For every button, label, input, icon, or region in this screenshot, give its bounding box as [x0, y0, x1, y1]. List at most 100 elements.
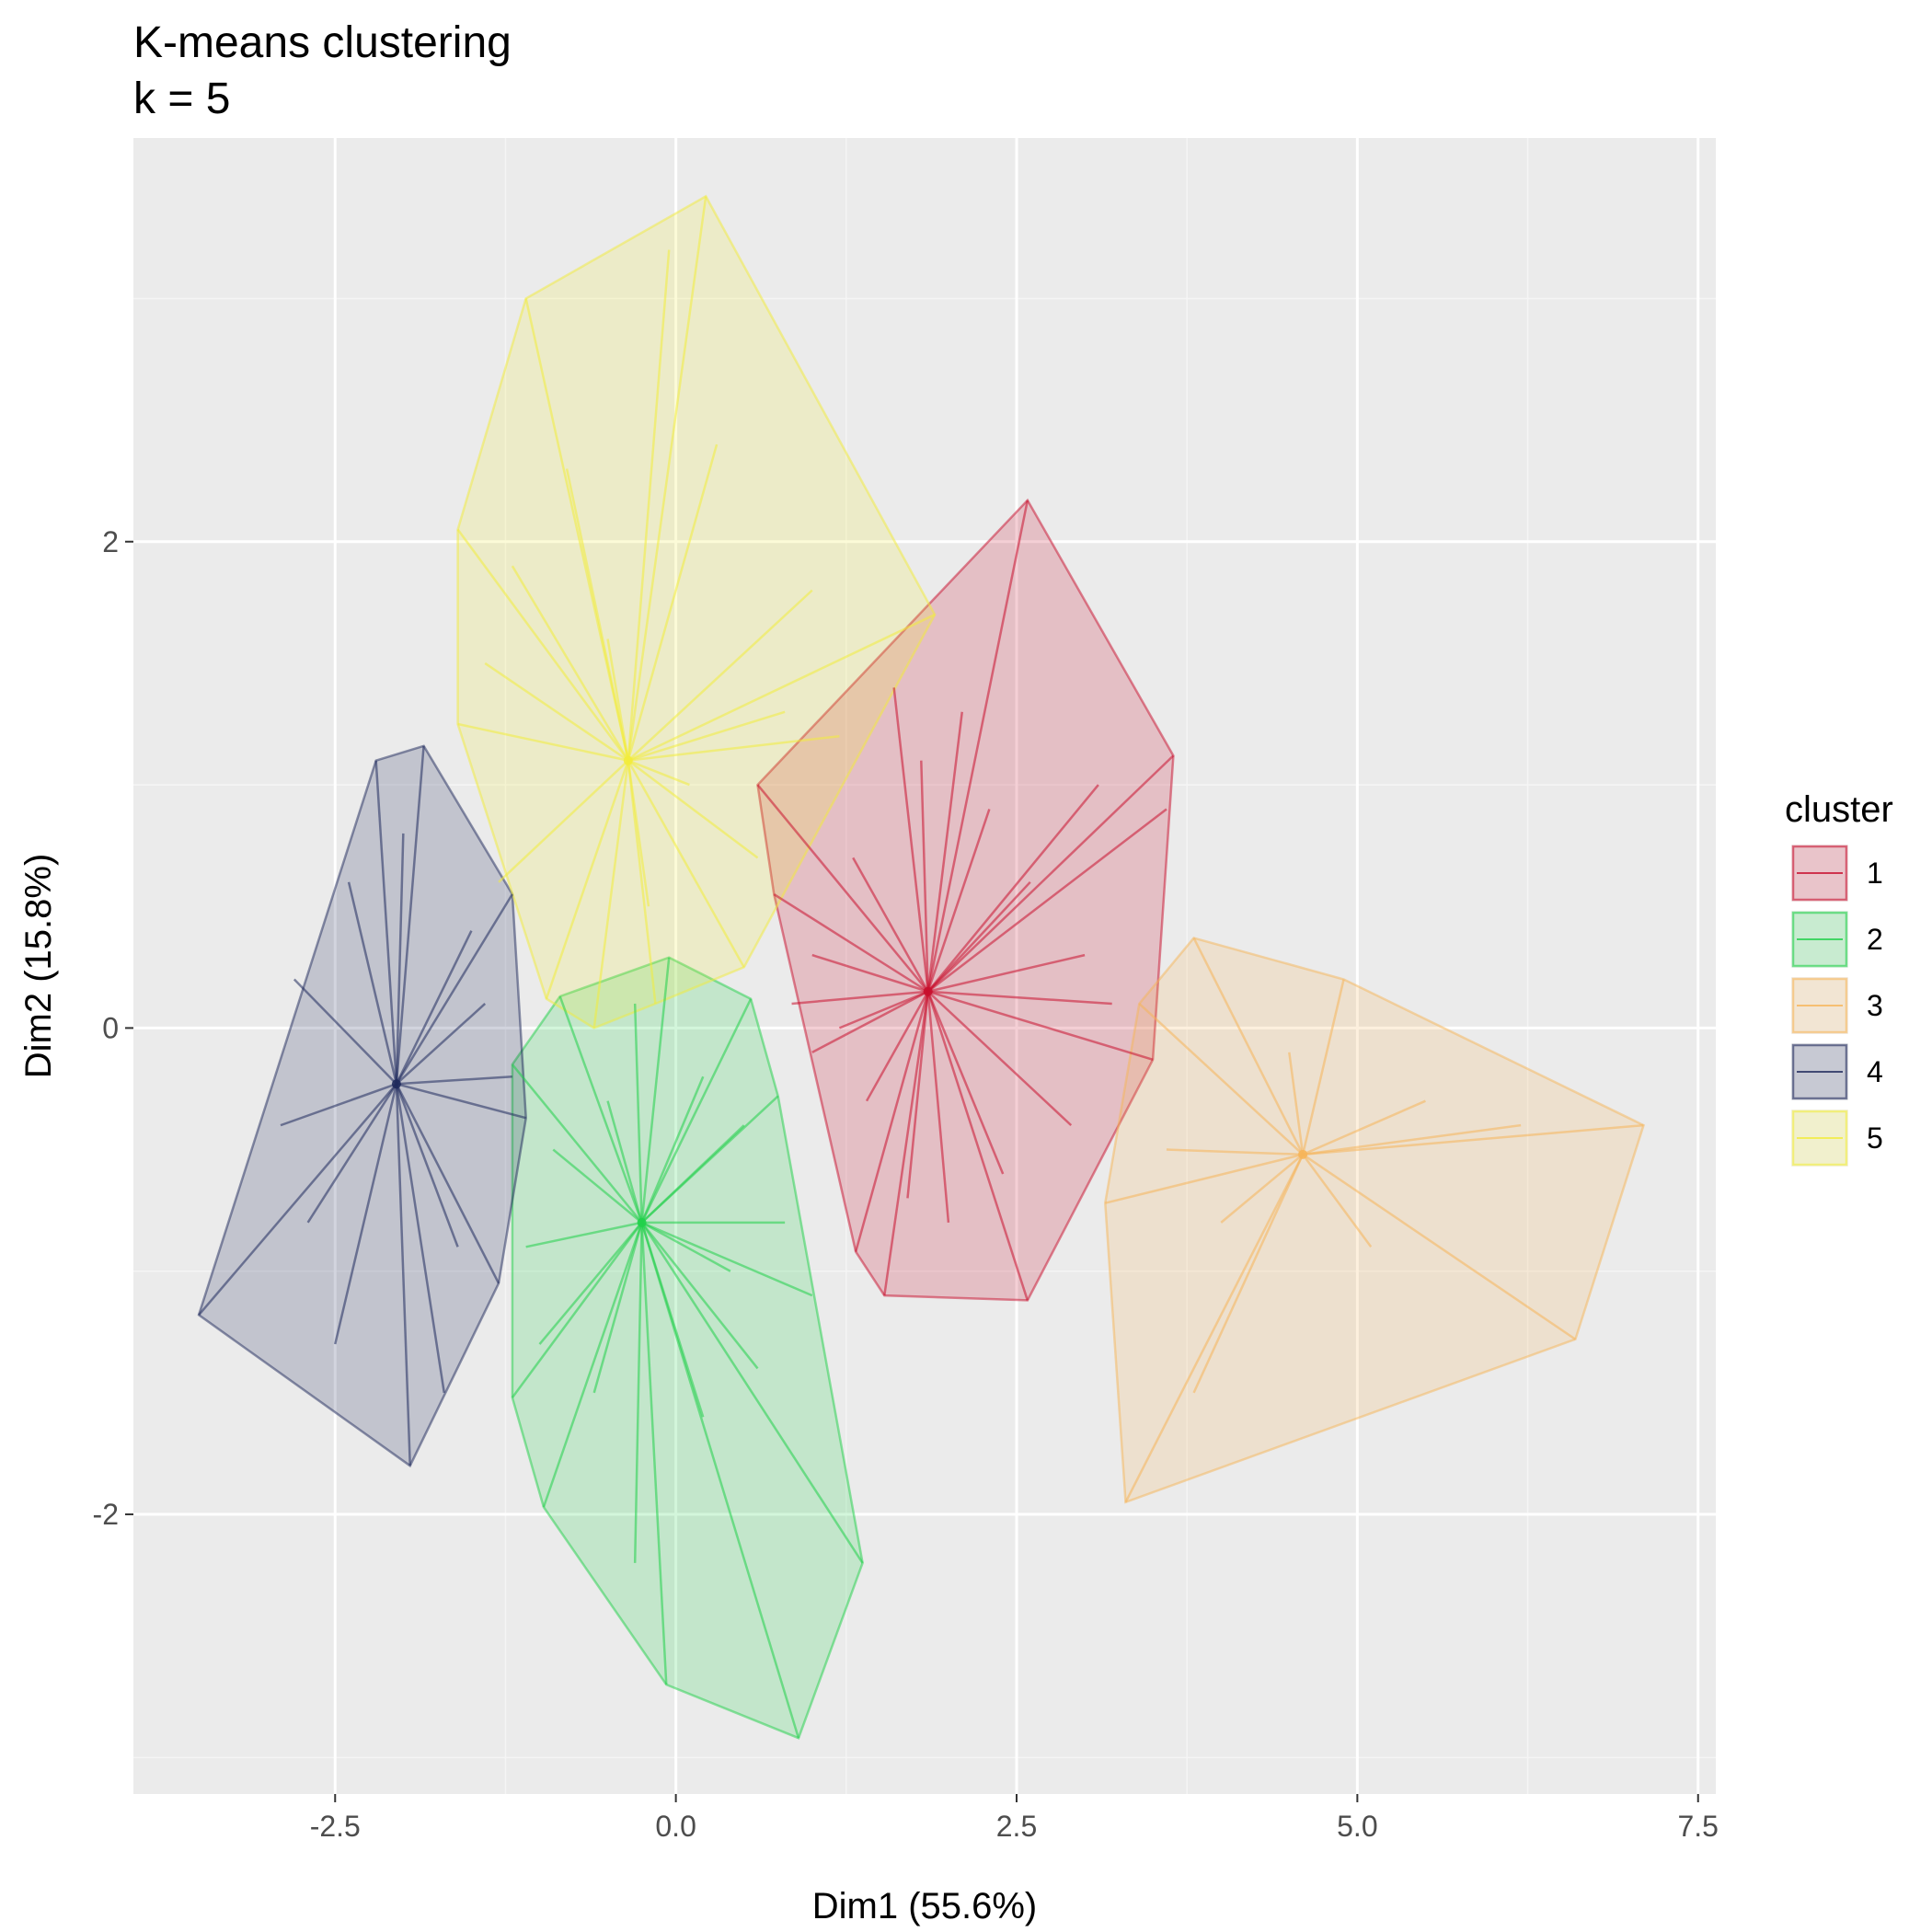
cluster-1-point-4 — [926, 991, 1029, 1301]
cluster-2-point-15 — [552, 1148, 643, 1224]
x-tick-label: 2.5 — [996, 1810, 1037, 1843]
x-axis-ticks: -2.5 0.0 2.5 5.0 7.5 — [310, 1794, 1719, 1843]
x-tick-label: 7.5 — [1677, 1810, 1718, 1843]
cluster-2-point-10 — [633, 1003, 643, 1223]
legend-items: 1 2 3 4 5 — [1791, 845, 1883, 1167]
cluster-5-point-17 — [627, 443, 719, 761]
cluster-3-point-6 — [1138, 1003, 1304, 1156]
cluster-1-point-6 — [854, 991, 929, 1252]
cluster-5-point-5 — [592, 760, 630, 1029]
cluster-5-point-16 — [565, 468, 630, 761]
cluster-5-center — [623, 755, 633, 765]
legend-label-1: 1 — [1867, 857, 1883, 890]
cluster-3-point-11 — [1220, 1153, 1304, 1224]
cluster-5-point-11 — [627, 710, 786, 762]
cluster-1-center — [923, 986, 933, 996]
cluster-4-point-5 — [395, 1084, 411, 1466]
y-tick-label: 0 — [102, 1011, 119, 1044]
cluster-4-point-7 — [293, 978, 397, 1086]
cluster-2-point-12 — [640, 1124, 745, 1224]
cluster-2-point-1 — [640, 957, 671, 1223]
cluster-1-point-8 — [892, 687, 929, 992]
cluster-1-point-2 — [926, 754, 1175, 993]
cluster-3-point-3 — [1302, 1153, 1577, 1340]
cluster-3-point-0 — [1192, 937, 1305, 1156]
cluster-4-point-15 — [396, 1075, 512, 1086]
cluster-5-point-10 — [627, 589, 813, 762]
legend-label-4: 4 — [1867, 1055, 1883, 1088]
cluster-4-point-1 — [395, 745, 425, 1085]
cluster-3-point-13 — [1166, 1148, 1304, 1156]
y-axis-ticks: -2 0 2 — [93, 525, 133, 1531]
cluster-5-point-19 — [511, 565, 629, 762]
cluster-1-point-15 — [926, 991, 1005, 1175]
cluster-2-point-19 — [640, 1222, 705, 1418]
cluster-1-point-16 — [926, 991, 950, 1223]
cluster-2-point-7 — [542, 1222, 643, 1508]
cluster-2-point-22 — [606, 1100, 643, 1224]
x-axis-title: Dim1 (55.6%) — [812, 1886, 1038, 1926]
cluster-5-point-9 — [627, 249, 671, 761]
cluster-1-point-9 — [926, 711, 963, 992]
cluster-1-point-3 — [927, 990, 1154, 1061]
cluster-3-point-2 — [1303, 1123, 1644, 1156]
y-tick-label: 2 — [102, 525, 119, 558]
cluster-3-point-10 — [1192, 1154, 1305, 1394]
cluster-4-point-0 — [374, 760, 398, 1085]
cluster-2-point-18 — [633, 1222, 643, 1563]
cluster-5-point-6 — [545, 760, 629, 1000]
x-tick-label: 0.0 — [655, 1810, 696, 1843]
cluster-5-point-1 — [627, 196, 707, 761]
cluster-3-point-5 — [1104, 1153, 1304, 1204]
cluster-5-point-21 — [606, 638, 630, 761]
cluster-2-point-0 — [558, 995, 643, 1224]
cluster-5-point-20 — [627, 759, 690, 787]
cluster-2-point-6 — [640, 1222, 668, 1685]
cluster-1-point-20 — [811, 953, 929, 993]
cluster-4-point-16 — [395, 833, 405, 1085]
cluster-5-point-18 — [627, 734, 840, 762]
cluster-5-point-7 — [457, 722, 629, 762]
cluster-4-point-6 — [198, 1083, 397, 1317]
cluster-5-point-14 — [498, 759, 629, 883]
cluster-1-point-0 — [756, 784, 929, 993]
cluster-2-point-21 — [592, 1222, 643, 1394]
cluster-4-hull — [197, 744, 527, 1468]
chart-title: K-means clustering — [133, 18, 512, 67]
cluster-5-hull — [456, 194, 937, 1029]
cluster-4-point-4 — [395, 1083, 500, 1284]
cluster-4-point-8 — [280, 1083, 397, 1127]
cluster-4-point-11 — [396, 1003, 487, 1086]
cluster-5-point-2 — [627, 613, 936, 762]
cluster-2-point-2 — [640, 998, 753, 1224]
cluster-2-point-9 — [511, 1064, 643, 1224]
cluster-3-point-9 — [1302, 1154, 1373, 1248]
cluster-2-point-8 — [511, 1222, 643, 1398]
cluster-4-point-14 — [306, 1083, 397, 1224]
cluster-3-point-12 — [1288, 1052, 1305, 1156]
y-axis-title: Dim2 (15.8%) — [18, 854, 59, 1079]
cluster-4-point-2 — [395, 893, 513, 1085]
cluster-5-point-12 — [627, 759, 759, 859]
cluster-1-point-7 — [773, 892, 929, 993]
cluster-2-center — [637, 1217, 647, 1227]
y-tick-label: -2 — [93, 1498, 119, 1531]
cluster-1-point-14 — [926, 990, 1073, 1127]
x-tick-label: 5.0 — [1337, 1810, 1377, 1843]
cluster-hulls — [197, 194, 1646, 1740]
cluster-3-point-7 — [1302, 1099, 1426, 1156]
cluster-4-point-3 — [396, 1082, 526, 1120]
legend-title: cluster — [1785, 789, 1893, 830]
cluster-5-point-15 — [484, 661, 629, 762]
cluster-4-point-10 — [395, 1083, 459, 1248]
chart-subtitle: k = 5 — [133, 75, 230, 123]
legend-label-2: 2 — [1867, 923, 1883, 956]
cluster-rays — [198, 196, 1644, 1739]
cluster-1-point-5 — [883, 991, 929, 1296]
cluster-1-point-10 — [926, 784, 1099, 993]
cluster-5-point-13 — [627, 760, 650, 907]
cluster-2-point-16 — [525, 1221, 642, 1248]
legend: cluster 1 2 3 4 5 — [1785, 789, 1893, 1167]
